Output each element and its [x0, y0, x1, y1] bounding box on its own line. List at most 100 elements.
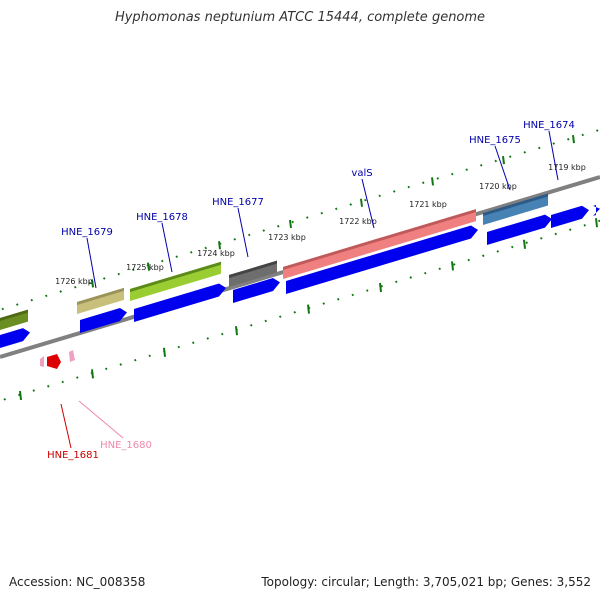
- outer-minor-tick: [160, 259, 164, 263]
- outer-major-tick: [289, 219, 292, 229]
- outer-minor-tick: [73, 285, 77, 289]
- gene-label-hne1680: HNE_1680: [100, 440, 152, 451]
- outer-minor-tick: [378, 194, 382, 198]
- inner-major-tick: [19, 390, 22, 401]
- cds-arrow: [80, 308, 127, 333]
- inner-minor-tick: [46, 384, 50, 388]
- gene-box-left-edge: [0, 309, 28, 321]
- outer-minor-tick: [479, 164, 483, 167]
- gene-leader-line: [78, 400, 124, 439]
- cds-arrow: [593, 205, 600, 216]
- outer-major-tick: [431, 177, 434, 186]
- inner-minor-tick: [264, 319, 268, 323]
- outer-minor-tick: [421, 181, 425, 185]
- gene-leader-line: [60, 403, 72, 449]
- tick-label: 1720 kbp: [479, 182, 517, 191]
- inner-minor-tick: [119, 363, 123, 366]
- outer-minor-tick: [334, 207, 338, 211]
- gene-label: HNE_1679: [61, 227, 113, 238]
- outer-major-tick: [502, 155, 505, 165]
- gene-box-vals-edge: [283, 209, 476, 270]
- inner-minor-tick: [191, 341, 195, 345]
- outer-minor-tick: [523, 150, 527, 154]
- outer-minor-tick: [595, 129, 599, 132]
- outer-minor-tick: [450, 172, 454, 176]
- inner-minor-tick: [583, 223, 587, 227]
- inner-minor-tick: [539, 237, 543, 240]
- inner-major-tick: [523, 239, 526, 249]
- outer-minor-tick: [204, 246, 208, 250]
- tick-label: 1721 kbp: [409, 200, 447, 209]
- gene-box-hne1678: [130, 261, 221, 301]
- inner-major-tick: [91, 369, 94, 379]
- gene-hne1680-marker: [69, 350, 75, 362]
- gene-label: HNE_1677: [212, 197, 264, 208]
- outer-minor-tick: [436, 177, 440, 180]
- outer-minor-tick: [566, 137, 570, 141]
- inner-minor-tick: [481, 254, 485, 258]
- inner-minor-tick: [438, 267, 442, 271]
- outer-minor-tick: [175, 255, 179, 259]
- gene-leader-line: [86, 237, 97, 289]
- outer-minor-tick: [494, 159, 498, 163]
- inner-minor-tick: [104, 367, 108, 371]
- outer-minor-tick: [30, 298, 34, 302]
- inner-major-tick: [163, 347, 166, 357]
- outer-minor-tick: [465, 168, 469, 172]
- gene-box-hne1678-edge: [130, 261, 221, 292]
- outer-minor-tick: [102, 277, 106, 280]
- outer-minor-tick: [508, 155, 512, 158]
- inner-minor-tick: [322, 302, 326, 305]
- gene-label: valS: [351, 168, 372, 179]
- inner-minor-tick: [496, 250, 500, 253]
- cds-arrow: [233, 278, 280, 303]
- inner-minor-tick: [148, 354, 152, 358]
- gene-hne1681-marker: [47, 354, 61, 369]
- inner-minor-tick: [554, 232, 558, 236]
- gene-box-hne1677: [229, 260, 277, 287]
- inner-minor-tick: [206, 337, 210, 340]
- outer-minor-tick: [233, 237, 237, 241]
- inner-major-tick: [235, 326, 238, 336]
- gene-label: HNE_1674: [523, 120, 575, 131]
- gene-label-hne1681: HNE_1681: [47, 450, 99, 461]
- outer-major-tick: [147, 262, 150, 271]
- outer-minor-tick: [131, 268, 135, 272]
- cds-arrow: [551, 205, 589, 228]
- inner-minor-tick: [365, 289, 369, 292]
- inner-minor-tick: [336, 297, 340, 301]
- inner-minor-tick: [423, 271, 427, 275]
- outer-minor-tick: [392, 190, 396, 193]
- gene-leader-line: [161, 222, 173, 273]
- outer-minor-tick: [581, 133, 585, 137]
- outer-major-tick: [572, 134, 575, 144]
- outer-minor-tick: [247, 233, 251, 237]
- outer-minor-tick: [552, 142, 556, 145]
- inner-minor-tick: [32, 389, 36, 392]
- inner-minor-tick: [293, 310, 297, 314]
- cds-arrow: [487, 214, 552, 245]
- inner-minor-tick: [177, 345, 181, 349]
- inner-minor-tick: [3, 397, 7, 401]
- inner-minor-tick: [61, 380, 65, 384]
- outer-major-tick: [91, 279, 94, 288]
- inner-minor-tick: [394, 280, 398, 284]
- inner-minor-tick: [133, 358, 137, 362]
- accession-text: Accession: NC_008358: [9, 575, 146, 589]
- outer-minor-tick: [363, 198, 367, 202]
- outer-minor-tick: [262, 229, 266, 232]
- tick-label: 1726 kbp: [55, 277, 93, 286]
- gene-box-vals: [283, 209, 476, 279]
- map-title: Hyphomonas neptunium ATCC 15444, complet…: [114, 10, 486, 25]
- inner-major-tick: [307, 304, 310, 314]
- cds-arrow: [0, 328, 30, 348]
- inner-minor-tick: [568, 228, 572, 231]
- outer-minor-tick: [276, 224, 280, 228]
- inner-major-tick: [595, 218, 598, 228]
- outer-minor-tick: [189, 251, 193, 254]
- outer-minor-tick: [59, 290, 63, 293]
- outer-minor-tick: [291, 220, 295, 224]
- tick-label: 1719 kbp: [548, 163, 586, 172]
- inner-minor-tick: [220, 332, 224, 336]
